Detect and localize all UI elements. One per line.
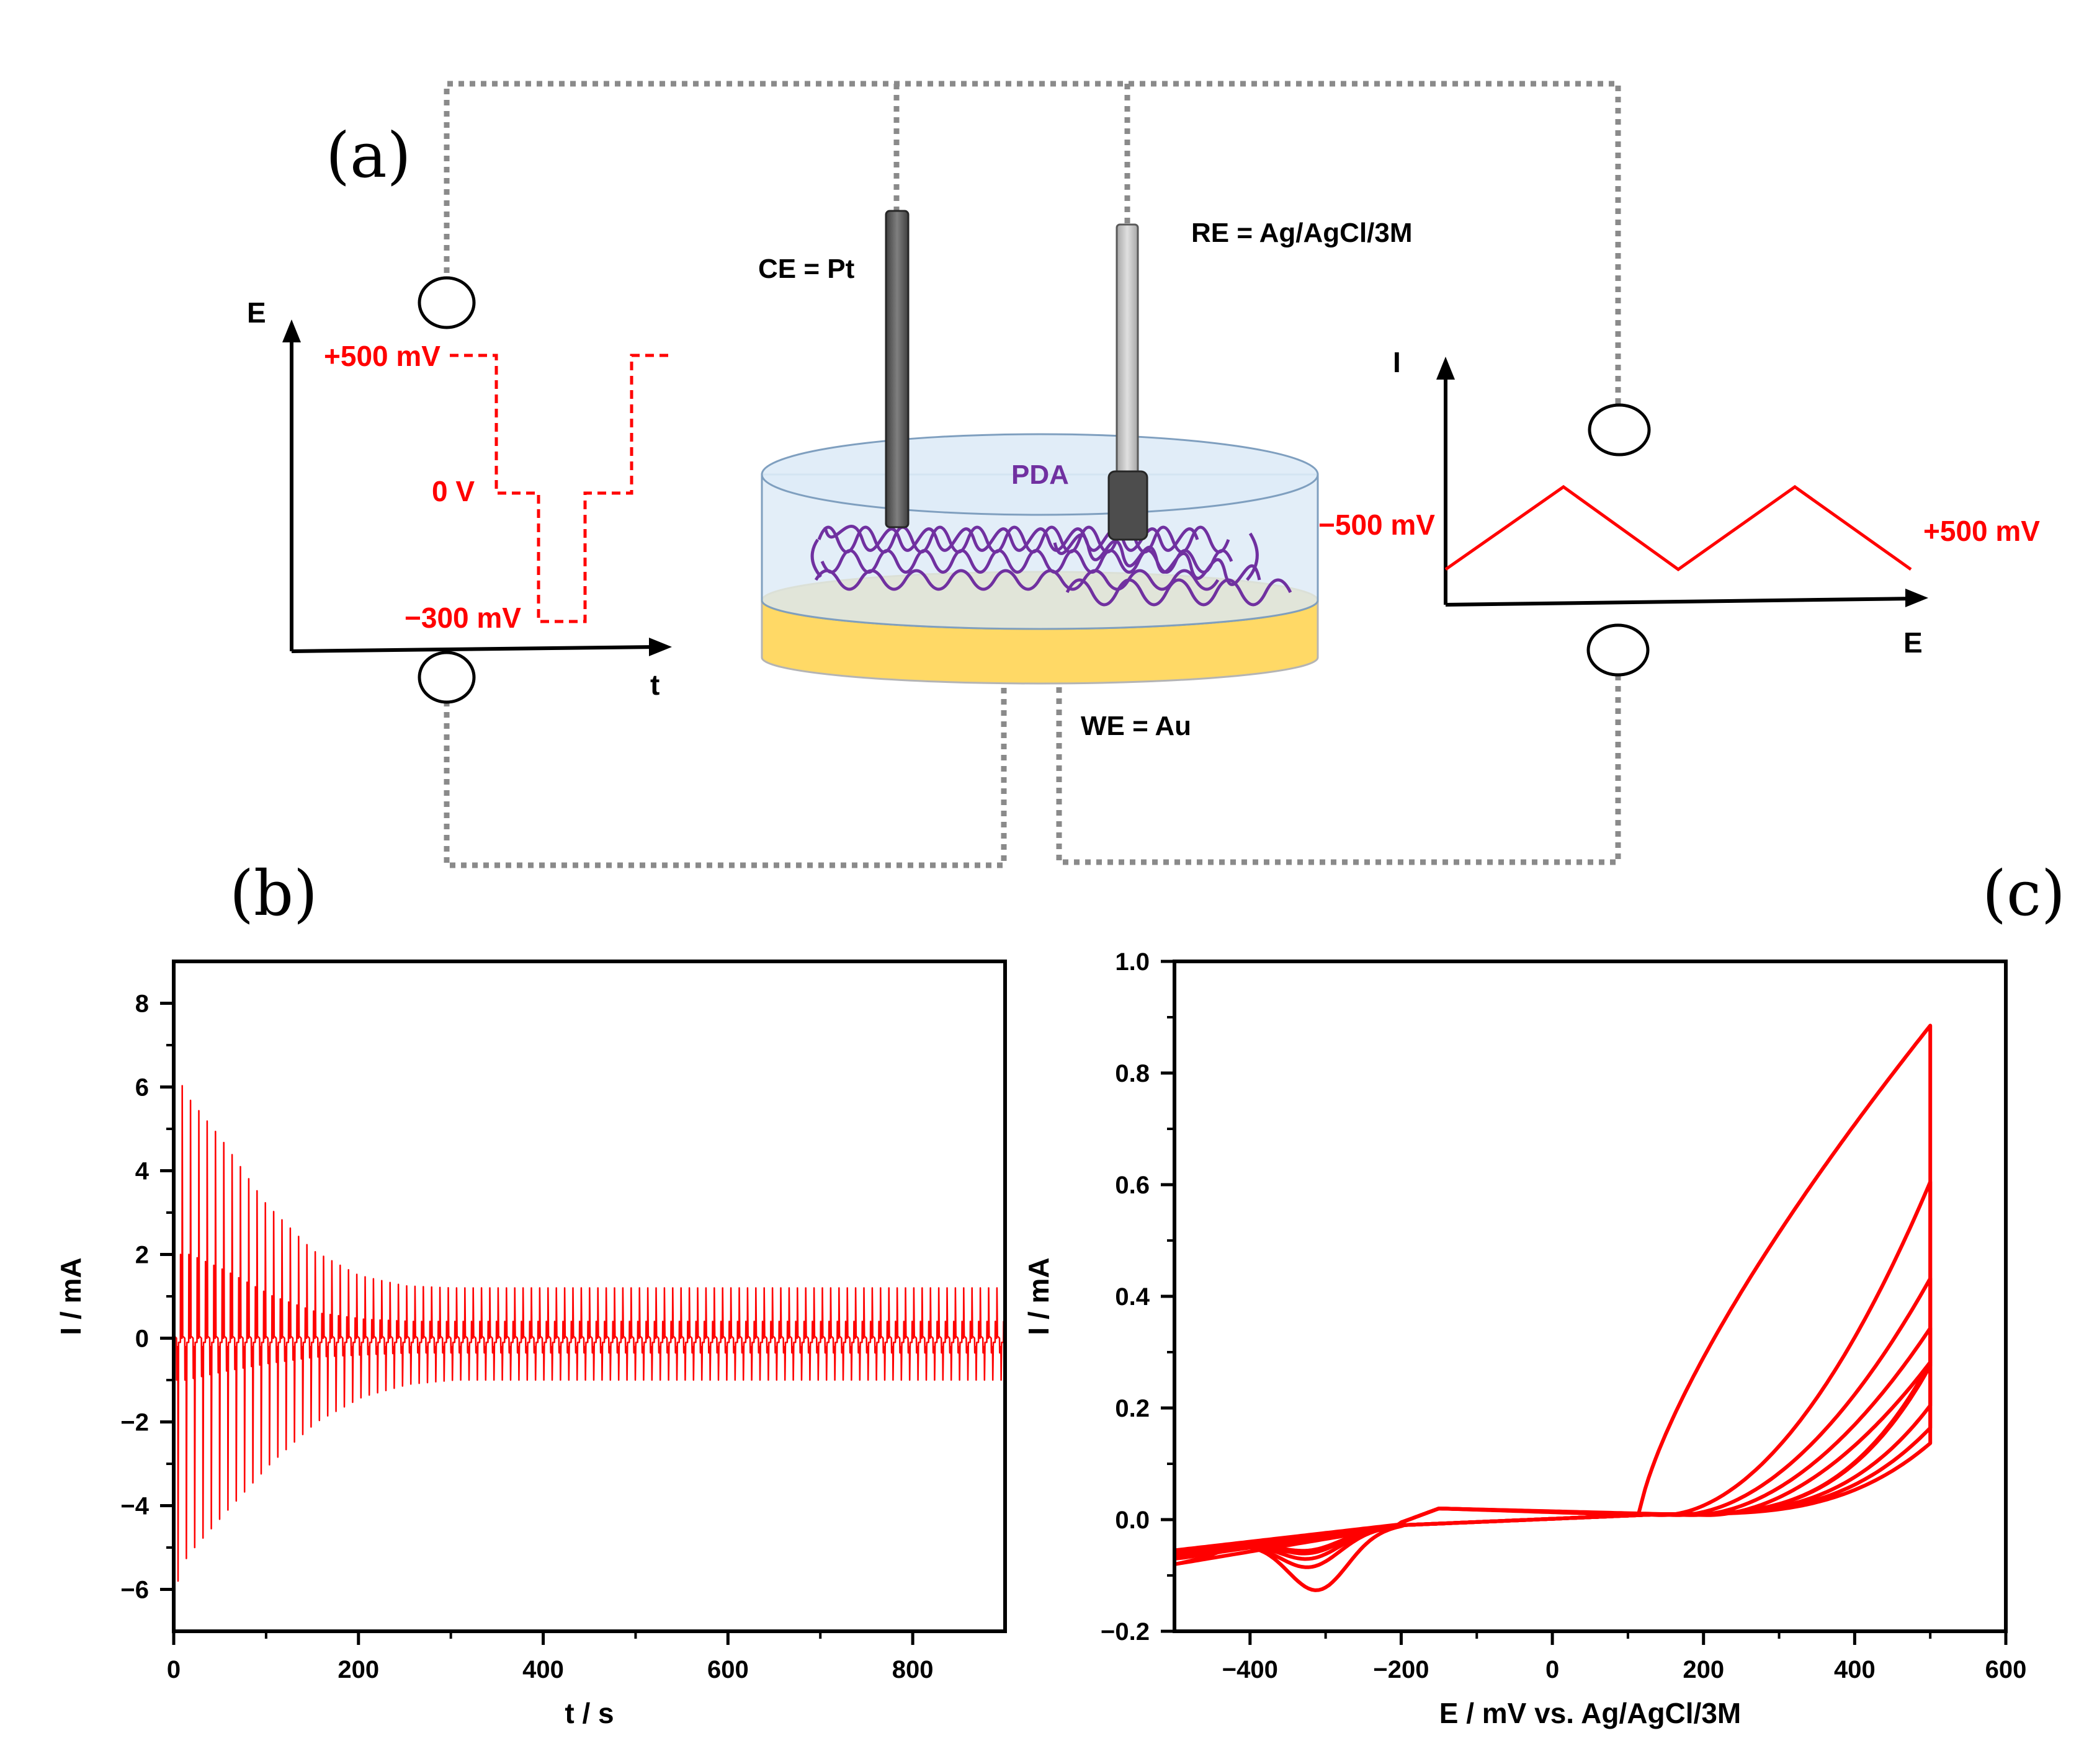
chart-c-y-tick-label: 0.4 bbox=[1115, 1283, 1150, 1311]
chart-c-frame bbox=[1173, 960, 2008, 1633]
reference-electrode bbox=[1116, 223, 1139, 480]
chart-c-y-tick-label: 0.6 bbox=[1115, 1172, 1150, 1199]
chart-b-y-tick-label: −4 bbox=[120, 1493, 149, 1520]
pulse-mid-label: 0 V bbox=[432, 475, 475, 507]
bottom-right-wire bbox=[1056, 676, 1621, 865]
chart-c-cycle-3-trace bbox=[1174, 1276, 1933, 1561]
chart-b-x-tick-label: 800 bbox=[892, 1656, 934, 1683]
chart-b-y-tick-label: 4 bbox=[135, 1158, 150, 1185]
pulse-x-arrow-icon bbox=[649, 638, 672, 656]
panel-c-label: (c) bbox=[1982, 857, 2065, 930]
chart-b-y-tick-label: −6 bbox=[120, 1577, 149, 1604]
chart-c: −400 −200 0 200 400 600 −0.2 0.0 0.2 0.4 0.6 0.8 1.0 bbox=[1101, 948, 2026, 1683]
chart-c-y-axis-label: I / mA bbox=[1022, 1257, 1055, 1335]
chart-c-x-tick-label: 600 bbox=[1985, 1656, 2027, 1683]
ce-label: CE = Pt bbox=[758, 254, 855, 284]
chart-c-x-tick-label: 0 bbox=[1545, 1656, 1559, 1683]
chart-c-y-tick-label: 0.8 bbox=[1115, 1060, 1150, 1087]
chart-b-series-group bbox=[174, 1036, 1005, 1582]
chart-b: 0 200 400 600 800 −6 −4 −2 0 2 4 6 8 bbox=[120, 991, 1005, 1683]
chart-c-y-tick-label: 0.2 bbox=[1115, 1395, 1150, 1422]
chart-b-x-axis-label: t / s bbox=[565, 1697, 614, 1729]
panel-a: (a) E t +500 mV 0 V −300 mV bbox=[247, 81, 2040, 868]
chart-b-y-axis-label: I / mA bbox=[55, 1257, 87, 1335]
pda-label: PDA bbox=[1011, 460, 1069, 490]
panel-a-label: (a) bbox=[326, 119, 411, 192]
cv-triangle-waveform bbox=[1444, 484, 1912, 572]
pt-counter-electrode bbox=[885, 210, 910, 528]
chart-c-x-tick-label: −200 bbox=[1373, 1656, 1429, 1683]
we-label: WE = Au bbox=[1081, 711, 1191, 741]
connection-wires bbox=[444, 81, 1621, 868]
chart-c-y-tick-label: 1.0 bbox=[1115, 948, 1150, 976]
cv-program-inset: I E −500 mV +500 mV bbox=[1318, 346, 2040, 659]
chart-b-frame bbox=[172, 960, 1007, 1633]
cv-x-axis-label: E bbox=[1903, 626, 1923, 659]
chart-c-cycle-1-trace bbox=[1174, 1023, 1933, 1592]
pulse-x-axis-label: t bbox=[650, 669, 660, 701]
pulse-low-label: −300 mV bbox=[405, 602, 521, 634]
pulse-program-inset: E t +500 mV 0 V −300 mV bbox=[247, 296, 673, 701]
terminal-circle-bottom-right bbox=[1586, 623, 1650, 677]
pda-polymer-film bbox=[810, 525, 1292, 607]
panel-b: (b) 0 200 400 600 800 −6 −4 −2 0 2 4 6 8 t / s I / m… bbox=[55, 857, 1007, 1729]
chart-c-x-tick-label: −400 bbox=[1222, 1656, 1278, 1683]
pulse-y-arrow-icon bbox=[282, 319, 301, 342]
chart-b-current-trace bbox=[174, 1036, 1005, 1582]
cv-x-arrow-icon bbox=[1905, 589, 1928, 607]
terminal-circle-top-left bbox=[418, 276, 476, 329]
chart-b-y-tick-label: 0 bbox=[135, 1325, 149, 1353]
chart-c-x-tick-label: 200 bbox=[1683, 1656, 1724, 1683]
panel-c: (c) −400 −200 0 200 400 600 −0.2 0.0 0.2 0.4 0.6 0.… bbox=[1022, 857, 2065, 1729]
pulse-y-axis-label: E bbox=[247, 296, 266, 329]
chart-b-y-tick-label: −2 bbox=[120, 1409, 149, 1437]
cv-x-axis bbox=[1445, 597, 1915, 607]
terminal-circle-top-right bbox=[1588, 403, 1651, 457]
chart-b-x-tick-label: 600 bbox=[707, 1656, 749, 1683]
chart-c-cycle-5-trace bbox=[1174, 1360, 1933, 1555]
electrochemical-cell: PDA CE = Pt RE = Ag/AgCl/3M WE = Au bbox=[758, 210, 1413, 741]
cv-start-label: −500 mV bbox=[1318, 509, 1435, 541]
chart-c-x-tick-label: 400 bbox=[1834, 1656, 1876, 1683]
panel-b-label: (b) bbox=[230, 857, 318, 930]
reference-electrode-tip bbox=[1107, 470, 1148, 541]
pulse-high-label: +500 mV bbox=[324, 340, 441, 372]
pulse-x-axis bbox=[291, 645, 658, 653]
chart-b-x-tick-label: 200 bbox=[338, 1656, 379, 1683]
chart-b-x-tick-label: 400 bbox=[522, 1656, 564, 1683]
cv-y-arrow-icon bbox=[1436, 357, 1455, 380]
pulse-waveform bbox=[450, 354, 673, 623]
bottom-left-wire bbox=[444, 676, 1007, 868]
chart-c-y-tick-label: 0.0 bbox=[1115, 1507, 1150, 1534]
chart-b-y-tick-label: 2 bbox=[135, 1242, 149, 1269]
chart-c-series-group bbox=[1174, 1023, 1933, 1592]
chart-b-y-tick-label: 6 bbox=[135, 1074, 149, 1102]
cv-y-axis-label: I bbox=[1393, 346, 1401, 378]
chart-c-x-axis-label: E / mV vs. Ag/AgCl/3M bbox=[1439, 1697, 1742, 1729]
chart-b-x-tick-label: 0 bbox=[167, 1656, 181, 1683]
chart-b-y-tick-label: 8 bbox=[135, 991, 149, 1018]
chart-c-y-tick-label: −0.2 bbox=[1101, 1618, 1150, 1646]
re-label: RE = Ag/AgCl/3M bbox=[1191, 218, 1413, 248]
cv-end-label: +500 mV bbox=[1923, 515, 2040, 547]
top-wire bbox=[444, 81, 1621, 409]
terminal-circle-bottom-left bbox=[418, 651, 476, 704]
